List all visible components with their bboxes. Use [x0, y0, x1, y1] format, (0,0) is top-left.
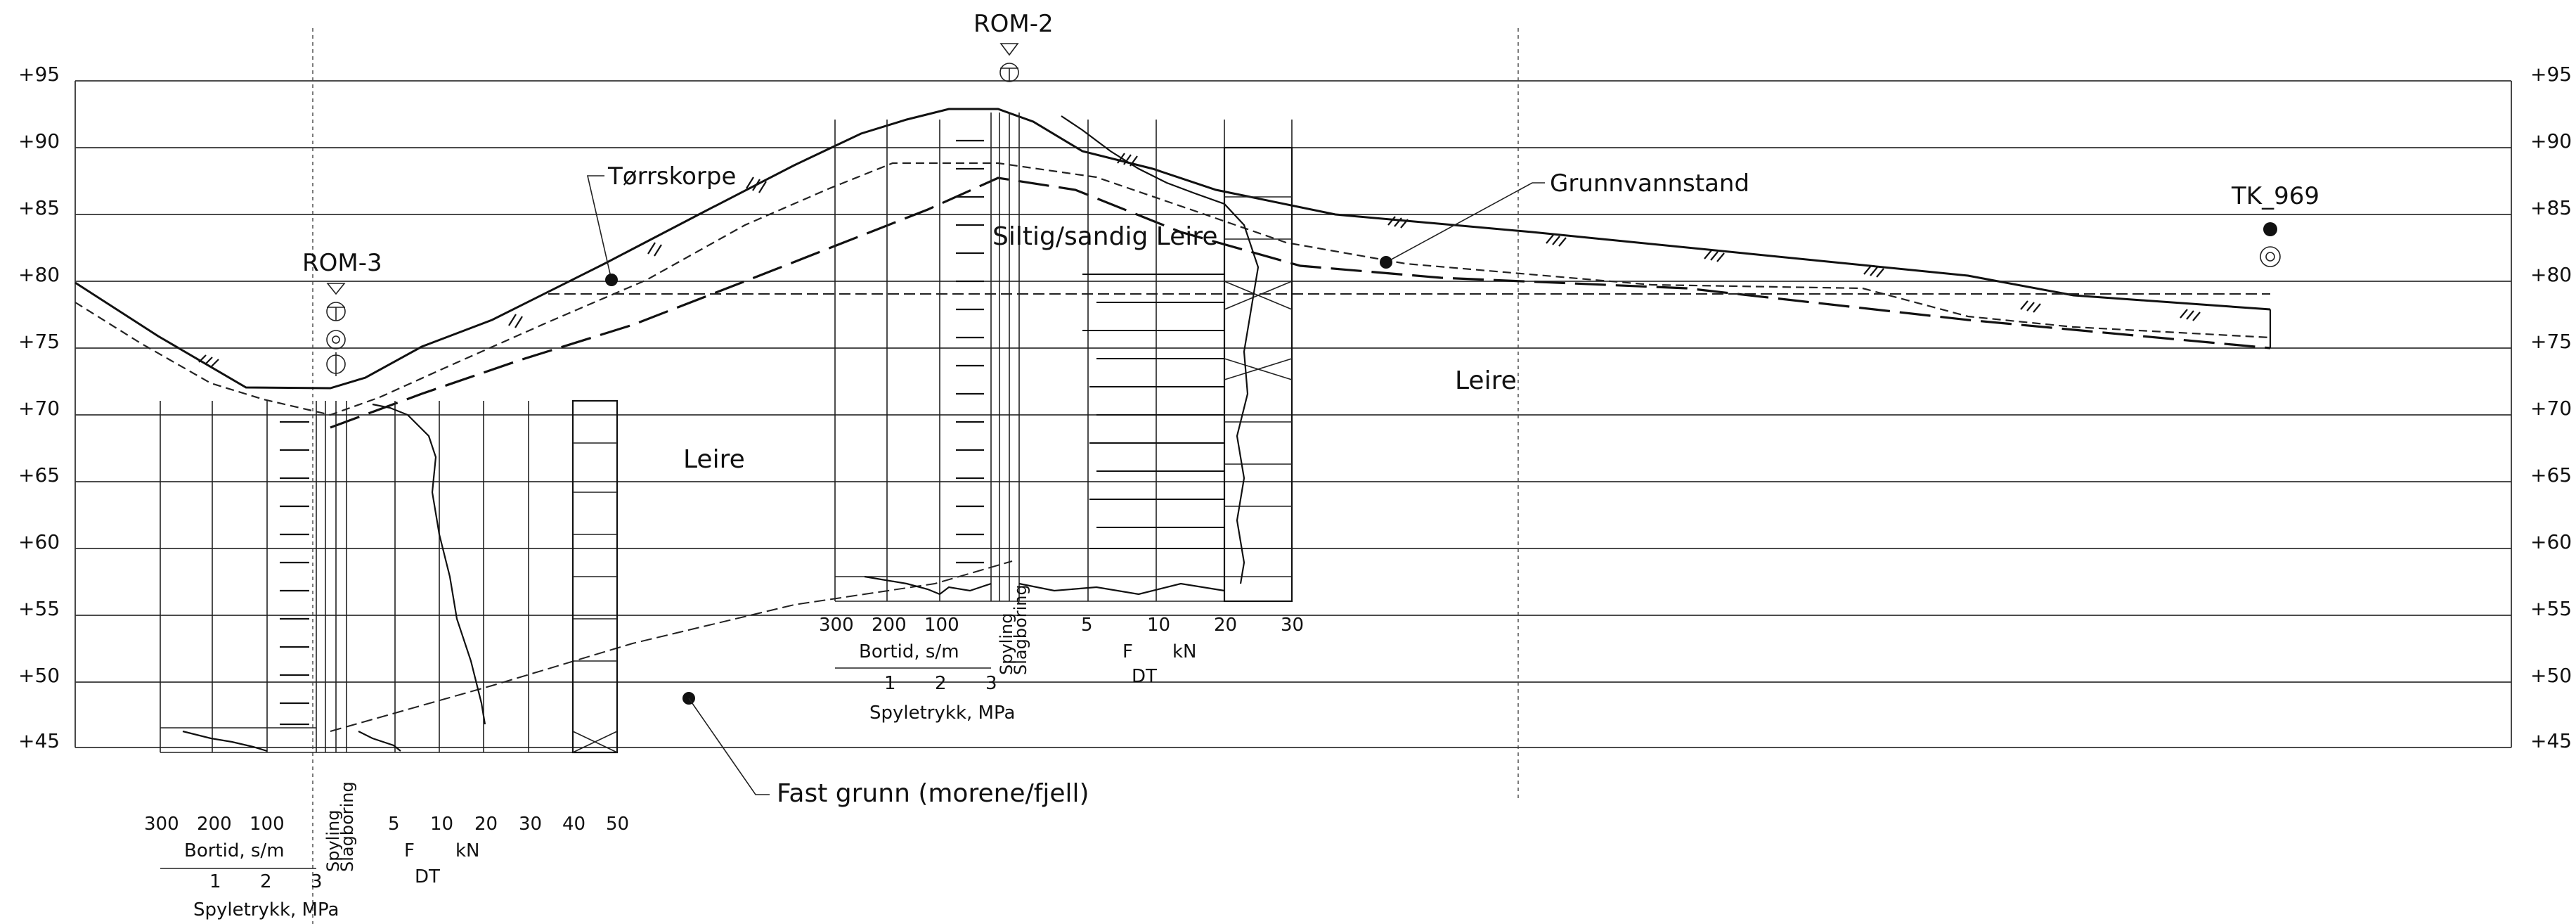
borehole-rom2: ROM-2 — [819, 10, 1304, 724]
elevation-label: +70 — [2530, 397, 2572, 420]
silt-clay-boundary — [330, 177, 2271, 429]
elevation-label: +65 — [18, 463, 60, 487]
label-leire-right: Leire — [1455, 366, 1517, 395]
elevation-label: +60 — [18, 530, 60, 553]
svg-text:Fast grunn (morene/fjell): Fast grunn (morene/fjell) — [777, 779, 1089, 808]
svg-text:2: 2 — [935, 673, 947, 694]
svg-text:3: 3 — [985, 673, 997, 694]
svg-text:10: 10 — [1147, 615, 1170, 636]
rom2-axis: 300 200 100 Bortid, s/m 1 2 3 Spyletrykk… — [819, 584, 1304, 724]
svg-text:Slagboring: Slagboring — [337, 781, 357, 872]
svg-text:F: F — [404, 840, 415, 861]
elevation-label: +55 — [2530, 597, 2572, 620]
elevation-label: +75 — [18, 330, 60, 353]
elevation-label: +80 — [18, 263, 60, 286]
axis-title-bortid: Bortid, s/m — [184, 840, 285, 861]
svg-text:5: 5 — [1081, 615, 1093, 636]
svg-text:100: 100 — [250, 814, 285, 835]
elevation-label: +50 — [18, 664, 60, 687]
svg-text:30: 30 — [519, 814, 542, 835]
borehole-name: ROM-3 — [302, 249, 382, 277]
svg-text:30: 30 — [1281, 615, 1304, 636]
svg-text:100: 100 — [924, 615, 959, 636]
elevation-labels-right: +95 +90 +85 +80 +75 +70 +65 +60 +55 +50 … — [2530, 63, 2572, 752]
elevation-label: +85 — [2530, 196, 2572, 219]
callout-grunnvannstand: Grunnvannstand — [1380, 169, 1749, 269]
svg-text:200: 200 — [872, 615, 907, 636]
axis-title-spyletrykk: Spyletrykk, MPa — [869, 702, 1015, 724]
elevation-label: +90 — [2530, 129, 2572, 153]
terrain-hatches — [198, 153, 2201, 367]
svg-text:Spyling: Spyling — [323, 810, 343, 872]
svg-text:Tørrskorpe: Tørrskorpe — [607, 162, 736, 191]
elevation-label: +75 — [2530, 330, 2572, 353]
svg-text:3: 3 — [311, 871, 323, 892]
firm-ground-boundary — [330, 560, 1013, 732]
svg-text:50: 50 — [606, 814, 629, 835]
svg-text:20: 20 — [474, 814, 498, 835]
dry-crust-boundary — [75, 162, 2271, 416]
svg-text:200: 200 — [197, 814, 232, 835]
svg-text:1: 1 — [209, 871, 221, 892]
elevation-label: +45 — [2530, 729, 2572, 752]
elevation-label: +85 — [18, 196, 60, 219]
borehole-symbol-target-icon — [2260, 246, 2281, 267]
svg-text:kN: kN — [455, 840, 480, 861]
svg-text:300: 300 — [144, 814, 179, 835]
svg-text:10: 10 — [430, 814, 453, 835]
borehole-symbol-triangle-icon — [326, 283, 346, 295]
svg-text:2: 2 — [260, 871, 272, 892]
borehole-symbol-target-icon — [326, 330, 346, 349]
svg-text:DT: DT — [415, 866, 440, 887]
svg-text:300: 300 — [819, 615, 854, 636]
svg-text:F: F — [1122, 641, 1133, 662]
svg-text:Slagboring: Slagboring — [1011, 584, 1030, 675]
borehole-symbol-filled-dot-icon — [2263, 222, 2277, 236]
elevation-label: +50 — [2530, 664, 2572, 687]
borehole-name: ROM-2 — [973, 10, 1054, 38]
svg-text:1: 1 — [884, 673, 896, 694]
borehole-symbol-triangle-icon — [999, 43, 1019, 56]
elevation-label: +65 — [2530, 463, 2572, 487]
borehole-rom3: ROM-3 — [144, 249, 629, 920]
callout-fast-grunn: Fast grunn (morene/fjell) — [682, 692, 1089, 808]
svg-text:Spyling: Spyling — [997, 613, 1016, 675]
elevation-label: +90 — [18, 129, 60, 153]
elevation-label: +95 — [2530, 63, 2572, 86]
label-siltig-leire: Siltig/sandig Leire — [992, 222, 1217, 251]
svg-text:20: 20 — [1214, 615, 1237, 636]
svg-text:kN: kN — [1172, 641, 1197, 662]
svg-text:40: 40 — [562, 814, 585, 835]
svg-text:5: 5 — [388, 814, 400, 835]
borehole-name: TK_969 — [2231, 182, 2319, 210]
elevation-label: +45 — [18, 729, 60, 752]
elevation-label: +80 — [2530, 263, 2572, 286]
elevation-label: +70 — [18, 397, 60, 420]
rom3-axis: 300 200 100 Bortid, s/m 1 2 3 Spyletrykk… — [144, 781, 629, 920]
elevation-label: +55 — [18, 597, 60, 620]
elevation-labels-left: +95 +90 +85 +80 +75 +70 +65 +60 +55 +50 … — [18, 63, 60, 752]
svg-text:DT: DT — [1132, 666, 1157, 687]
callout-torrskorpe: Tørrskorpe — [586, 162, 736, 286]
elevation-grid — [75, 80, 2512, 748]
svg-text:Grunnvannstand: Grunnvannstand — [1550, 169, 1749, 198]
elevation-label: +60 — [2530, 530, 2572, 553]
label-leire-left: Leire — [683, 445, 745, 474]
axis-title-spyletrykk: Spyletrykk, MPa — [193, 899, 339, 920]
axis-title-bortid: Bortid, s/m — [859, 641, 959, 662]
borehole-tk969: TK_969 — [2231, 182, 2319, 267]
elevation-label: +95 — [18, 63, 60, 86]
terrain-surface — [75, 108, 2271, 390]
